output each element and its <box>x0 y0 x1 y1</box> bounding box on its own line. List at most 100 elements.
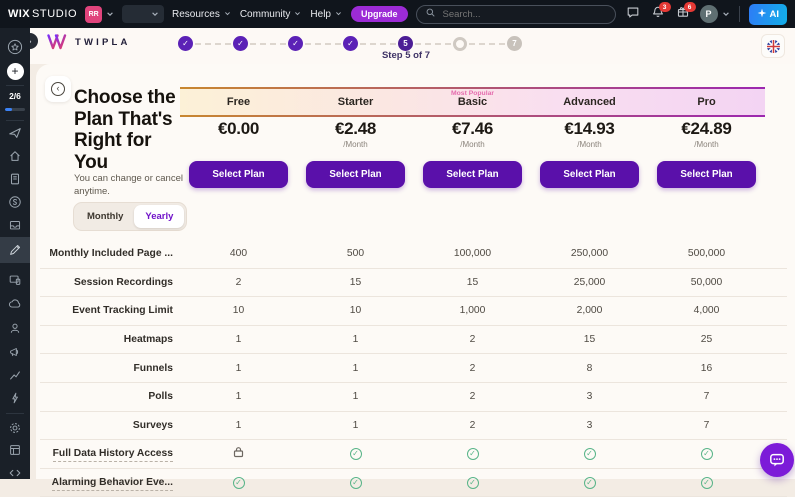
feature-value-starter: 1 <box>352 362 359 374</box>
check-icon: ✓ <box>583 447 596 460</box>
language-button[interactable] <box>761 34 785 58</box>
feature-value-basic: 2 <box>469 391 476 403</box>
search-bar[interactable] <box>415 4 616 24</box>
account-menu[interactable]: P <box>699 5 730 23</box>
select-plan-button-starter[interactable]: Select Plan <box>306 161 405 188</box>
feature-value-basic: 2 <box>469 419 476 431</box>
sidebar-item-content-manager[interactable] <box>0 439 30 461</box>
sidebar-item-launch[interactable] <box>0 122 30 144</box>
feature-value-pro: 7 <box>703 419 710 431</box>
uk-flag-icon <box>766 39 780 53</box>
feature-value-advanced: 25,000 <box>573 276 606 288</box>
feature-values: 400 500 100,000 250,000 500,000 <box>180 240 765 268</box>
sidebar-item-code[interactable] <box>0 462 30 484</box>
topbar-divider <box>738 6 740 22</box>
feature-values: 1 1 2 8 16 <box>180 354 765 382</box>
feature-value-pro: ✓ <box>648 440 765 468</box>
menu-help[interactable]: Help <box>310 9 343 20</box>
step-connector <box>360 42 396 45</box>
feature-value-pro: 7 <box>703 391 710 403</box>
releases-button[interactable]: 6 <box>675 2 696 22</box>
sidebar-item-settings[interactable] <box>0 417 30 439</box>
feature-value-starter: 1 <box>352 391 359 403</box>
feature-value-pro: 500,000 <box>687 248 726 260</box>
workspace-star-button[interactable] <box>0 36 30 58</box>
marketing-icon <box>10 348 19 357</box>
feature-value-basic: 2 <box>469 362 476 374</box>
feature-row: Full Data History Access ✓ ✓ ✓ ✓ <box>40 440 787 469</box>
plan-button-cell-advanced: Select Plan <box>531 161 648 188</box>
code-icon <box>9 469 21 477</box>
billing-toggle: Monthly Yearly <box>73 202 188 231</box>
step-connector <box>250 42 286 45</box>
workspace-badge: RR <box>85 5 103 23</box>
feature-row: Surveys 1 1 2 3 7 <box>40 412 787 441</box>
plan-price-value: €24.89 <box>681 119 732 138</box>
plan-header-pro: Pro <box>648 89 765 115</box>
step-connector <box>469 42 505 45</box>
menu-resources[interactable]: Resources <box>172 9 232 20</box>
add-button[interactable]: + <box>0 60 30 82</box>
sidebar-item-analytics[interactable] <box>0 364 30 386</box>
wix-studio-logo[interactable]: WIX STUDIO <box>8 8 77 20</box>
feature-values: 1 1 2 3 7 <box>180 412 765 440</box>
plan-price-value: €2.48 <box>334 119 377 138</box>
sidebar-item-payments[interactable] <box>0 191 30 213</box>
notifications-button[interactable]: 3 <box>650 2 671 22</box>
feature-label: Funnels <box>133 362 173 374</box>
plan-price-pro: €24.89/Month <box>648 119 765 149</box>
sidebar-item-automations[interactable] <box>0 387 30 409</box>
search-input[interactable] <box>440 7 595 21</box>
check-icon: ✓ <box>700 447 713 460</box>
feature-label[interactable]: Full Data History Access <box>40 448 173 463</box>
feature-values: 1 1 2 3 7 <box>180 383 765 411</box>
sidebar-item-devices[interactable] <box>0 269 30 291</box>
comments-button[interactable] <box>625 6 641 22</box>
feature-values: 10 10 1,000 2,000 4,000 <box>180 297 765 325</box>
check-icon: ✓ <box>466 476 479 489</box>
analytics-icon <box>10 371 20 380</box>
feature-value-starter: ✓ <box>297 440 414 468</box>
ai-button[interactable]: AI <box>748 3 787 25</box>
select-plan-button-free[interactable]: Select Plan <box>189 161 288 188</box>
feature-value-basic: 100,000 <box>453 248 492 260</box>
feature-values: 1 1 2 15 25 <box>180 326 765 354</box>
upgrade-button[interactable]: Upgrade <box>350 6 408 22</box>
select-plan-button-advanced[interactable]: Select Plan <box>540 161 639 188</box>
page-subtitle: You can change or cancel anytime. <box>74 173 183 198</box>
feature-value-advanced: 2,000 <box>576 305 603 317</box>
search-icon <box>425 5 436 23</box>
step-3: ✓ <box>288 36 303 51</box>
select-plan-button-pro[interactable]: Select Plan <box>657 161 756 188</box>
setup-progress-fill <box>5 108 12 111</box>
feature-value-basic: 15 <box>466 276 479 288</box>
plan-price-advanced: €14.93/Month <box>531 119 648 149</box>
feature-value-starter: 500 <box>346 248 365 260</box>
sidebar-item-media[interactable] <box>0 214 30 236</box>
feature-value-free: 400 <box>229 248 248 260</box>
brand-wix: WIX <box>8 8 30 20</box>
plan-price-row: €0.00 €2.48/Month €7.46/Month €14.93/Month €… <box>180 119 765 149</box>
sidebar-item-contacts[interactable] <box>0 317 30 339</box>
billing-yearly-option[interactable]: Yearly <box>134 205 185 228</box>
sidebar-item-apps[interactable] <box>0 293 30 315</box>
select-plan-button-basic[interactable]: Select Plan <box>423 161 522 188</box>
workspace-switcher[interactable]: RR <box>85 5 114 23</box>
plan-price-value: €14.93 <box>564 119 615 138</box>
feature-comparison-table: Monthly Included Page ... 400 500 100,000 25… <box>40 240 787 497</box>
design-icon <box>10 244 21 255</box>
sidebar-item-home[interactable] <box>0 145 30 167</box>
back-button[interactable]: ‹ <box>45 76 71 102</box>
feature-value-starter: 1 <box>352 334 359 346</box>
per-month-label: /Month <box>577 140 602 149</box>
top-bar: WIX STUDIO RR Resources Community Help U… <box>0 0 795 28</box>
feature-value-advanced: 3 <box>586 419 593 431</box>
feature-value-advanced: 250,000 <box>570 248 609 260</box>
sidebar-item-pages[interactable] <box>0 168 30 190</box>
sidebar-item-design[interactable] <box>0 237 30 263</box>
menu-community[interactable]: Community <box>240 9 303 20</box>
billing-monthly-option[interactable]: Monthly <box>87 211 124 222</box>
sidebar-item-marketing[interactable] <box>0 341 30 363</box>
chat-widget-button[interactable] <box>760 443 794 477</box>
site-selector[interactable] <box>122 5 165 23</box>
